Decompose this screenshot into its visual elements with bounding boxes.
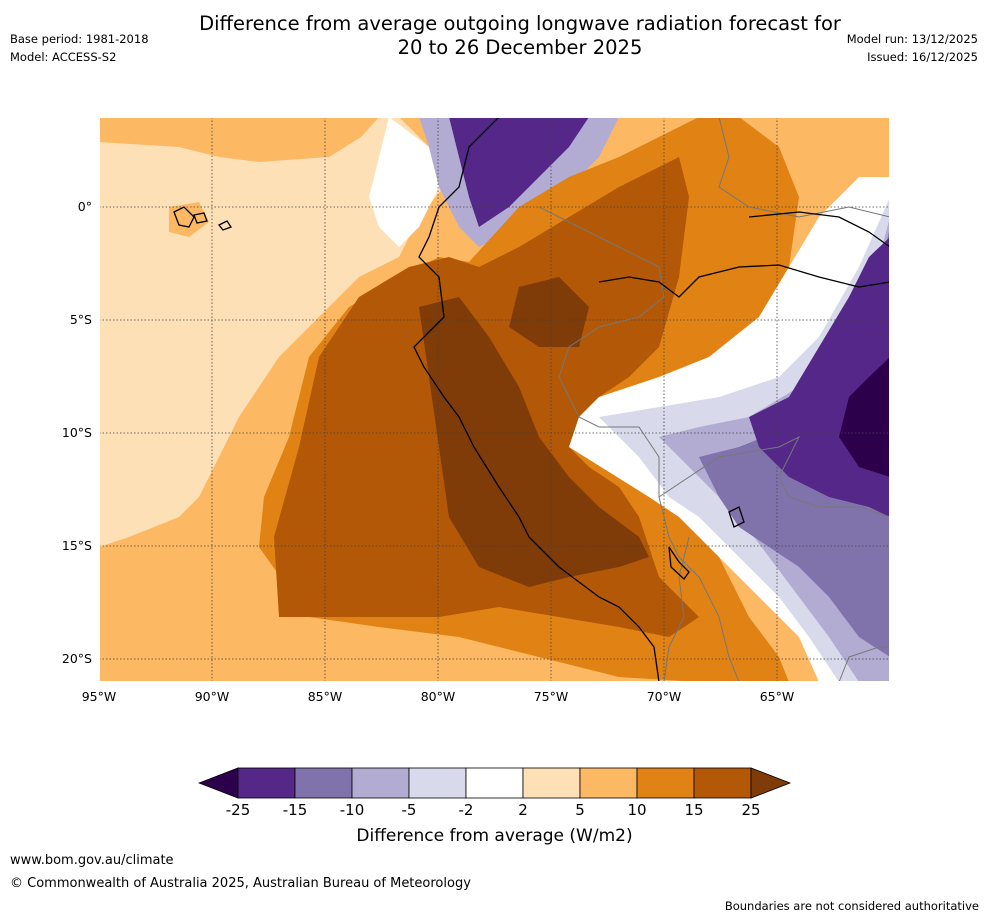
colorbar-tick-label: -10 bbox=[339, 801, 365, 819]
model-run: Model run: 13/12/2025 bbox=[846, 32, 978, 46]
lat-label-20s: 20°S bbox=[61, 651, 92, 666]
lon-label-75w: 75°W bbox=[533, 689, 569, 704]
country-borders bbox=[538, 117, 890, 682]
coast-amazon bbox=[598, 264, 890, 298]
colorbar-arrow-high bbox=[750, 767, 792, 799]
colorbar-swatch bbox=[465, 767, 524, 799]
lon-label-70w: 70°W bbox=[646, 689, 682, 704]
colorbar-tick-label: 5 bbox=[575, 801, 585, 819]
lon-label-65w: 65°W bbox=[759, 689, 795, 704]
colorbar-tick-label: -15 bbox=[282, 801, 308, 819]
colorbar-swatch bbox=[237, 767, 296, 799]
lat-label-10s: 10°S bbox=[61, 425, 92, 440]
lon-label-85w: 85°W bbox=[307, 689, 343, 704]
lon-label-90w: 90°W bbox=[194, 689, 230, 704]
colorbar-swatch bbox=[693, 767, 752, 799]
issued-date: Issued: 16/12/2025 bbox=[867, 50, 978, 64]
coast-bolivia-lake bbox=[728, 506, 745, 528]
colorbar-tick-label: 2 bbox=[518, 801, 528, 819]
band-white-north bbox=[369, 117, 439, 247]
colorbar-tick-label: -2 bbox=[458, 801, 474, 819]
website-link[interactable]: www.bom.gov.au/climate bbox=[10, 853, 174, 868]
band-orange-west bbox=[99, 117, 379, 162]
colorbar-swatch bbox=[351, 767, 410, 799]
coast-amazon-north bbox=[748, 211, 890, 248]
island-orange-galapagos bbox=[169, 202, 209, 237]
colorbar-swatch bbox=[408, 767, 467, 799]
coastline bbox=[173, 117, 890, 682]
band-dark-brown-north bbox=[509, 277, 589, 347]
colorbar-tick-label: 15 bbox=[684, 801, 704, 819]
colorbar-label: Difference from average (W/m2) bbox=[356, 826, 633, 846]
colorbar-swatches bbox=[198, 767, 792, 799]
boundary-disclaimer: Boundaries are not considered authoritat… bbox=[724, 899, 979, 913]
lon-label-80w: 80°W bbox=[420, 689, 456, 704]
graticule bbox=[99, 117, 890, 682]
lat-label-0: 0° bbox=[77, 199, 92, 214]
copyright-notice: © Commonwealth of Australia 2025, Austra… bbox=[10, 876, 471, 891]
colorbar-swatch bbox=[522, 767, 581, 799]
colorbar-swatch bbox=[579, 767, 638, 799]
map-frame bbox=[99, 117, 890, 682]
colorbar-swatch bbox=[294, 767, 353, 799]
band-deepest-purple-east bbox=[839, 357, 890, 477]
olr-anomaly-map bbox=[99, 117, 890, 682]
colorbar-tick-label: -5 bbox=[401, 801, 417, 819]
title-line-2: 20 to 26 December 2025 bbox=[397, 36, 643, 59]
coast-south-america bbox=[413, 117, 660, 682]
band-purple-north-core bbox=[449, 117, 589, 227]
coast-galapagos-2 bbox=[193, 212, 208, 224]
lat-label-5s: 5°S bbox=[69, 312, 92, 327]
lon-label-95w: 95°W bbox=[81, 689, 117, 704]
model-name: Model: ACCESS-S2 bbox=[10, 50, 117, 64]
colorbar-swatch bbox=[636, 767, 695, 799]
title-line-1: Difference from average outgoing longwav… bbox=[199, 12, 841, 35]
coast-galapagos-1 bbox=[173, 206, 195, 228]
colorbar-tick-label: 25 bbox=[741, 801, 761, 819]
lat-label-15s: 15°S bbox=[61, 538, 92, 553]
colorbar-arrow-low bbox=[198, 767, 239, 799]
meta-left: Base period: 1981-2018 Model: ACCESS-S2 bbox=[10, 32, 149, 68]
colorbar-tick-label: -25 bbox=[225, 801, 251, 819]
coast-galapagos-3 bbox=[217, 220, 232, 231]
base-period: Base period: 1981-2018 bbox=[10, 32, 149, 46]
colorbar-tick-label: 10 bbox=[627, 801, 647, 819]
chart-title: Difference from average outgoing longwav… bbox=[150, 12, 890, 60]
meta-right: Model run: 13/12/2025 Issued: 16/12/2025 bbox=[847, 32, 978, 68]
band-dark-brown bbox=[419, 297, 649, 587]
coast-lake-titicaca bbox=[668, 546, 690, 580]
colorbar bbox=[198, 767, 792, 799]
